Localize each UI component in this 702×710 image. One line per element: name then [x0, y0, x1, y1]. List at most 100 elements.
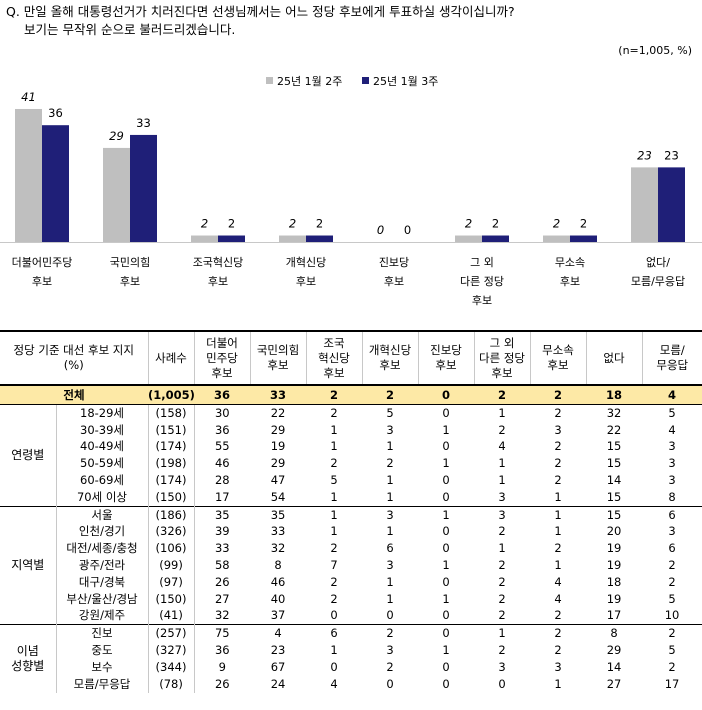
row-value: 0 [442, 659, 450, 674]
row-value: 0 [418, 624, 475, 643]
table-row: 60-69세 (174) 28 47 5 1 0 1 2 14 3 [0, 472, 702, 489]
row-value: 2 [554, 473, 562, 488]
row-value: 35 [194, 505, 251, 524]
total-row: 전체 (1,005) 36 33 2 2 0 2 2 18 4 [0, 385, 702, 405]
total-value: 4 [642, 385, 702, 405]
row-value: 2 [306, 403, 363, 422]
row-label: 50-59세 [56, 455, 149, 473]
row-value: 2 [330, 541, 338, 556]
group-label: 연령별 [0, 404, 57, 507]
row-value: 29 [606, 643, 622, 658]
row-value: 0 [386, 676, 394, 691]
row-value: 1 [330, 643, 338, 658]
row-value: 18 [606, 574, 622, 589]
row-value: 4 [668, 422, 676, 437]
row-value: 36 [214, 643, 230, 658]
bar-1-1 [103, 147, 130, 242]
total-label: 전체 [0, 385, 149, 405]
category-label-4-1: 후보 [384, 275, 404, 288]
row-value: 1 [306, 505, 363, 524]
data-label-2-5: 2 [492, 217, 499, 231]
row-value: 1 [330, 422, 338, 437]
header-column-line: 다른 정당 [479, 350, 525, 365]
category-label-2-0: 조국혁신당 [193, 256, 244, 269]
row-value: 1 [530, 505, 587, 524]
row-label: 70세 이상 [56, 488, 149, 507]
row-value: 5 [668, 643, 676, 658]
row-value: 1 [442, 558, 450, 573]
category-label-5-2: 후보 [472, 294, 492, 307]
row-value: 1 [442, 422, 450, 437]
row-value: 2 [554, 456, 562, 471]
category-label-3-1: 후보 [296, 275, 316, 288]
row-value: 32 [586, 403, 643, 422]
row-label: 진보 [56, 624, 149, 643]
row-value: 15 [606, 439, 622, 454]
header-column: 진보당 후보 [417, 330, 475, 386]
bar-1-2 [191, 235, 218, 242]
category-label-0-0: 더불어민주당 [12, 256, 73, 269]
row-value: 40 [270, 591, 286, 606]
row-count: (41) [148, 607, 195, 625]
row-value: 10 [664, 608, 680, 623]
header-column-line: 후보 [547, 358, 569, 372]
row-value: 2 [498, 643, 506, 658]
row-value: 17 [214, 489, 230, 504]
row-value: 1 [330, 524, 338, 539]
row-value: 2 [386, 456, 394, 471]
header-column-line: 조국 [323, 335, 345, 350]
question-line-1: Q. 만일 올해 대통령선거가 치러진다면 선생님께서는 어느 정당 후보에게 … [6, 4, 515, 19]
category-label-1-1: 후보 [120, 275, 140, 288]
row-value: 2 [554, 439, 562, 454]
row-value: 3 [668, 524, 676, 539]
header-column-line: 국민의힘 [256, 343, 300, 357]
row-value: 23 [270, 643, 286, 658]
row-value: 6 [642, 505, 702, 524]
header-column-line: 후보 [379, 358, 401, 372]
header-column: 모름/무응답 [641, 330, 702, 386]
row-label: 광주/전라 [56, 557, 149, 574]
row-value: 1 [554, 524, 562, 539]
category-label-2-1: 후보 [208, 275, 228, 288]
row-value: 2 [386, 659, 394, 674]
row-value: 9 [218, 659, 226, 674]
row-value: 22 [250, 403, 307, 422]
row-count: (97) [148, 573, 195, 591]
legend-swatch-1 [266, 77, 273, 84]
crosstab-table: 정당 기준 대선 후보 지지 (%) 사례수 더불어 민주당 후보 국민의힘 후보 조국 혁신당 후… [0, 330, 702, 693]
row-value: 1 [386, 439, 394, 454]
category-label-6-1: 후보 [560, 275, 580, 288]
row-value: 0 [442, 541, 450, 556]
row-value: 22 [606, 422, 622, 437]
header-column: 그 외 다른 정당 후보 [473, 330, 531, 386]
row-count: (158) [148, 403, 195, 422]
row-value: 1 [554, 676, 562, 691]
row-value: 0 [418, 403, 475, 422]
row-count: (186) [148, 505, 195, 524]
category-label-3-0: 개혁신당 [286, 256, 326, 269]
table-row: 보수 (344) 9 67 0 2 0 3 3 14 2 [0, 658, 702, 676]
row-count: (326) [148, 523, 195, 541]
row-value: 1 [498, 456, 506, 471]
header-column-line: 모름/ [659, 343, 685, 357]
row-value: 0 [442, 489, 450, 504]
row-value: 30 [194, 403, 251, 422]
total-value: 0 [418, 385, 475, 405]
row-value: 2 [330, 574, 338, 589]
row-value: 2 [498, 558, 506, 573]
row-count: (174) [148, 472, 195, 489]
row-value: 15 [586, 505, 643, 524]
header-column-line: 무응답 [656, 358, 689, 372]
header-column-line: 후보 [491, 365, 513, 380]
row-value: 1 [386, 524, 394, 539]
data-label-1-7: 23 [637, 148, 652, 162]
table-row: 70세 이상 (150) 17 54 1 1 0 3 1 15 8 [0, 488, 702, 507]
category-label-5-0: 그 외 [470, 256, 494, 269]
row-value: 67 [270, 659, 286, 674]
header-group-label: 정당 기준 대선 후보 지지 (%) [0, 330, 149, 386]
row-value: 3 [498, 659, 506, 674]
row-value: 3 [554, 659, 562, 674]
row-count: (198) [148, 455, 195, 473]
row-count: (151) [148, 421, 195, 439]
total-value: 18 [586, 385, 643, 405]
